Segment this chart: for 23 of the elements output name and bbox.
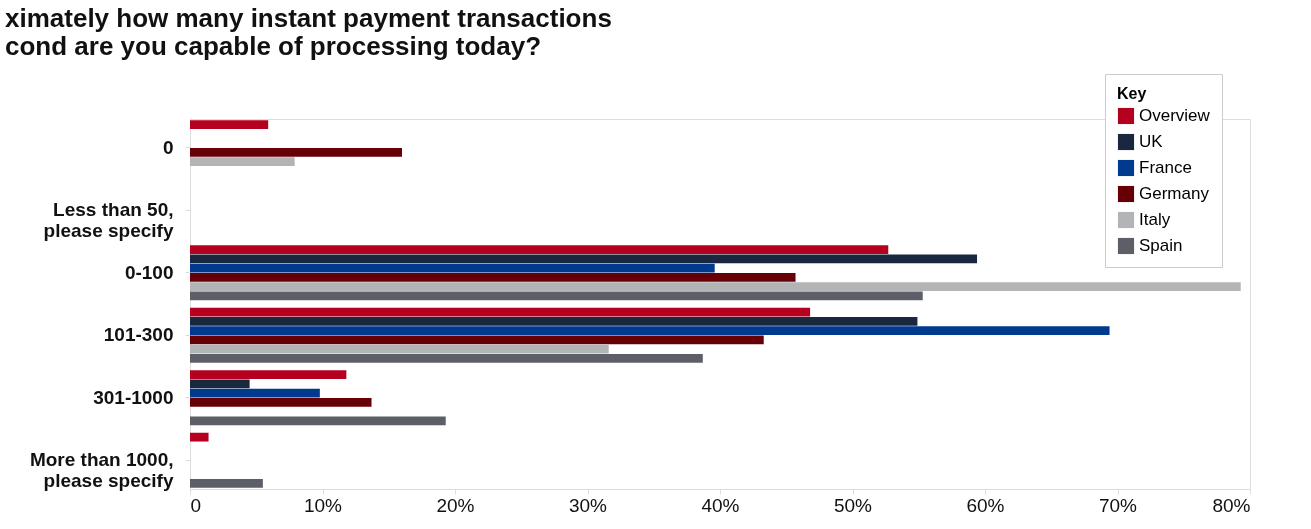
legend-label: Overview: [1139, 106, 1211, 125]
y-tick-label: 101-300: [103, 324, 174, 346]
chart-title: ximately how many instant payment transactions cond are you capable of processing today?: [5, 2, 612, 61]
legend-label: Italy: [1139, 210, 1171, 229]
x-tick-label: 0: [190, 494, 202, 516]
legend-label: France: [1139, 158, 1192, 177]
x-tick-label: 20%: [436, 494, 475, 516]
y-tick-label: More than 1000, please specify: [29, 449, 174, 492]
legend-label: UK: [1139, 132, 1164, 151]
x-tick-label: 10%: [303, 494, 343, 516]
x-tick-label: 50%: [833, 494, 873, 516]
y-tick-label: 0-100: [124, 261, 174, 283]
x-tick-label: 70%: [1098, 494, 1138, 516]
legend-title: Key: [1117, 85, 1147, 102]
y-tick-label: 301-1000: [93, 386, 174, 408]
x-tick-label: 80%: [1212, 494, 1251, 516]
legend-label: Germany: [1139, 184, 1210, 203]
legend-label: Spain: [1139, 236, 1183, 255]
y-tick-label: Less than 50, please specify: [43, 199, 174, 242]
x-tick-label: 30%: [568, 494, 608, 516]
x-tick-label: 60%: [966, 494, 1005, 516]
y-tick-label: 0: [162, 136, 174, 158]
x-tick-label: 40%: [701, 494, 740, 516]
